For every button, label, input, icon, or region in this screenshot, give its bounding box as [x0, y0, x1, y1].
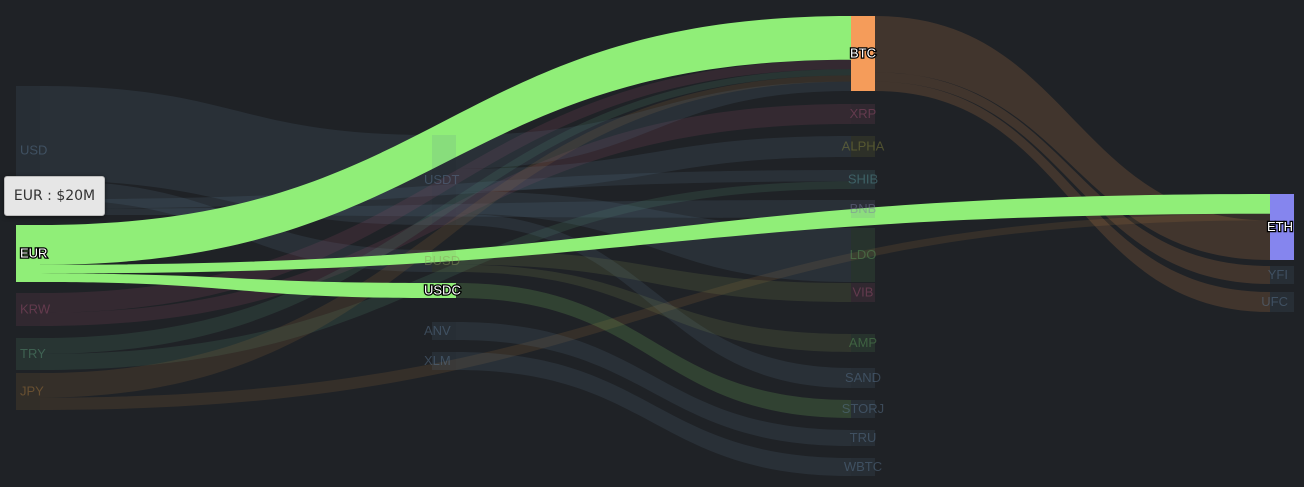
label-try: TRY: [20, 346, 46, 361]
tooltip: EUR : $20M: [4, 176, 105, 216]
label-alpha: ALPHA: [842, 139, 885, 154]
label-jpy: JPY: [20, 384, 44, 399]
node-ldo[interactable]: [851, 228, 875, 282]
node-eth[interactable]: [1270, 194, 1294, 260]
link-usdt-sand[interactable]: [456, 213, 851, 388]
node-ufc[interactable]: [1270, 292, 1294, 312]
label-eth: ETH: [1267, 219, 1293, 234]
label-tru: TRU: [850, 430, 877, 445]
link-busd-vib[interactable]: [456, 250, 851, 302]
node-tru[interactable]: [851, 430, 875, 446]
node-yfi[interactable]: [1270, 266, 1294, 284]
node-alpha[interactable]: [851, 136, 875, 157]
node-krw[interactable]: [16, 293, 40, 326]
link-eur-btc[interactable]: [40, 16, 851, 265]
link-jpy-eth[interactable]: [40, 213, 1270, 410]
label-anv: ANV: [424, 323, 451, 338]
link-krw-btc[interactable]: [40, 59, 851, 313]
label-vib: VIB: [853, 285, 874, 300]
label-ldo: LDO: [850, 247, 877, 262]
label-btc: BTC: [850, 46, 876, 61]
node-btc[interactable]: [851, 16, 875, 91]
node-bnb[interactable]: [851, 200, 875, 218]
label-bnb: BNB: [850, 201, 877, 216]
node-busd[interactable]: [432, 250, 456, 272]
label-usdt: USDT: [424, 172, 459, 187]
label-storj: STORJ: [842, 401, 884, 416]
label-sand: SAND: [845, 370, 881, 385]
label-wbtc: WBTC: [844, 459, 882, 474]
link-eur-usdc[interactable]: [40, 273, 432, 298]
label-krw: KRW: [20, 302, 51, 317]
label-xrp: XRP: [850, 106, 877, 121]
link-btc-yfi[interactable]: [875, 72, 1270, 284]
label-ufc: UFC: [1261, 294, 1288, 309]
link-usdc-storj[interactable]: [456, 283, 851, 418]
node-vib[interactable]: [851, 283, 875, 302]
node-storj[interactable]: [851, 400, 875, 418]
link-xlm-wbtc[interactable]: [456, 352, 851, 476]
link-usdt-alpha[interactable]: [456, 136, 851, 192]
label-eur: EUR: [20, 246, 47, 261]
label-busd: BUSD: [424, 253, 460, 268]
node-usdc[interactable]: [432, 283, 456, 298]
label-yfi: YFI: [1268, 267, 1288, 282]
node-usdt[interactable]: [432, 135, 456, 225]
link-usdt-btc[interactable]: [456, 81, 851, 169]
link-try-btc[interactable]: [40, 69, 851, 354]
node-xrp[interactable]: [851, 104, 875, 124]
link-krw-xrp[interactable]: [40, 104, 851, 326]
node-xlm[interactable]: [432, 352, 456, 370]
link-btc-ufc[interactable]: [875, 81, 1270, 312]
label-shib: SHIB: [848, 172, 878, 187]
link-usd-shib[interactable]: [40, 170, 851, 209]
node-eur[interactable]: [16, 225, 40, 282]
link-anv-tru[interactable]: [456, 322, 851, 446]
label-xlm: XLM: [424, 353, 451, 368]
node-anv[interactable]: [432, 322, 456, 340]
node-amp[interactable]: [851, 334, 875, 352]
link-try-shib[interactable]: [40, 181, 851, 370]
node-try[interactable]: [16, 338, 40, 370]
node-shib[interactable]: [851, 170, 875, 189]
link-busd-amp[interactable]: [456, 264, 851, 352]
link-eur-eth[interactable]: [40, 194, 1270, 274]
node-jpy[interactable]: [16, 373, 40, 410]
label-usdc: USDC: [424, 283, 461, 298]
node-sand[interactable]: [851, 368, 875, 388]
node-wbtc[interactable]: [851, 458, 875, 476]
label-amp: AMP: [849, 335, 877, 350]
link-jpy-btc[interactable]: [40, 75, 851, 398]
label-usd: USD: [20, 143, 47, 158]
